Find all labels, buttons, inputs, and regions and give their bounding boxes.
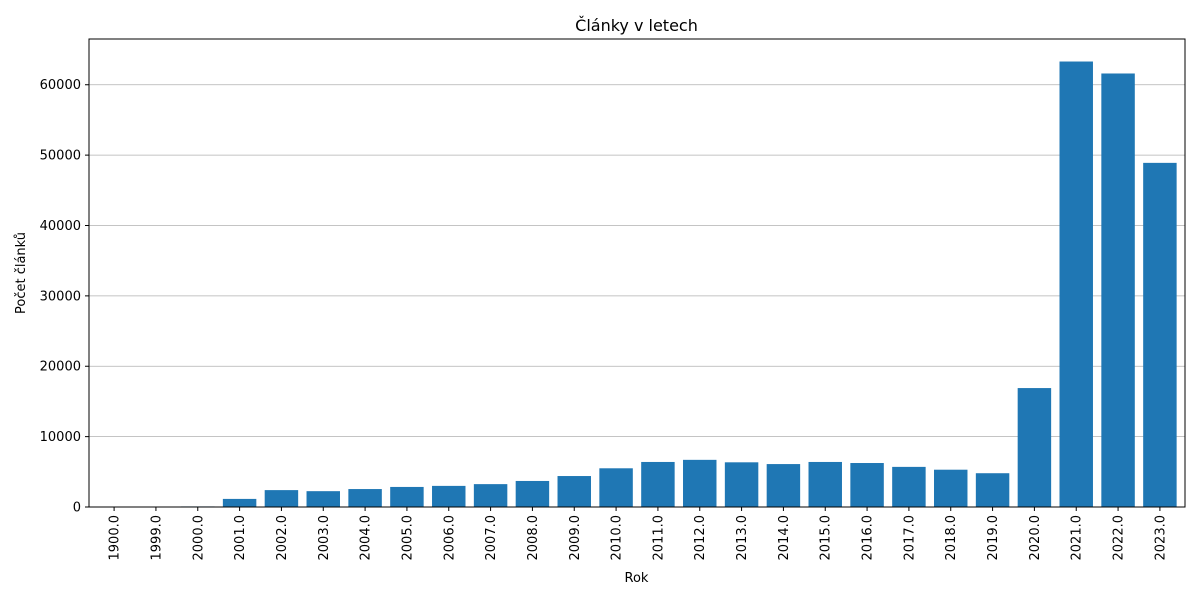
x-tick-label: 2013.0	[735, 515, 750, 561]
bar	[1143, 162, 1177, 508]
bars	[97, 61, 1177, 508]
bar	[473, 484, 508, 507]
x-tick-label: 2012.0	[693, 515, 708, 561]
bar	[1101, 73, 1135, 508]
x-tick-label: 2011.0	[651, 515, 666, 561]
bar	[1017, 388, 1052, 507]
y-axis-ticks: 0 10000 20000 30000 40000 50000 60000	[40, 78, 89, 516]
x-tick-label: 2016.0	[861, 515, 876, 561]
x-tick-label: 2007.0	[484, 515, 499, 561]
bar	[557, 476, 591, 507]
x-tick-label: 2019.0	[986, 515, 1001, 561]
y-tick-label: 10000	[40, 430, 81, 445]
y-tick-label: 40000	[40, 219, 81, 234]
bar	[892, 466, 926, 507]
chart-title: Články v letech	[575, 16, 698, 35]
bar	[599, 468, 633, 507]
bar	[724, 462, 759, 507]
bar	[850, 463, 884, 507]
x-tick-label: 2021.0	[1070, 515, 1085, 561]
x-tick-label: 2015.0	[819, 515, 834, 561]
x-axis-label: Rok	[625, 571, 649, 586]
x-tick-label: 2003.0	[317, 515, 332, 561]
x-tick-label: 2005.0	[400, 515, 415, 561]
x-tick-label: 2010.0	[610, 515, 625, 561]
gridlines	[89, 84, 1185, 508]
bar	[1059, 61, 1093, 508]
x-tick-label: 2023.0	[1153, 515, 1168, 561]
bar	[934, 469, 968, 507]
y-tick-label: 20000	[40, 360, 81, 375]
bar	[264, 490, 299, 507]
y-axis-label: Počet článků	[14, 232, 29, 314]
x-tick-label: 2006.0	[442, 515, 457, 561]
x-tick-label: 2001.0	[233, 515, 248, 561]
x-tick-label: 2017.0	[902, 515, 917, 561]
y-tick-label: 60000	[40, 78, 81, 93]
bar	[222, 498, 257, 507]
bar	[390, 486, 424, 507]
bar	[683, 459, 717, 507]
x-tick-label: 2002.0	[275, 515, 290, 561]
y-tick-label: 50000	[40, 149, 81, 164]
x-tick-label: 1900.0	[108, 515, 123, 561]
bar	[641, 461, 675, 507]
bar	[348, 489, 382, 507]
bar	[766, 464, 801, 507]
x-axis-ticks: 1900.0 1999.0 2000.0 2001.0 2002.0 2003.0 2004…	[108, 507, 1168, 561]
y-tick-label: 0	[73, 501, 81, 516]
y-tick-label: 30000	[40, 289, 81, 304]
x-tick-label: 2014.0	[777, 515, 792, 561]
bar	[306, 491, 340, 507]
bar	[975, 473, 1010, 507]
x-tick-label: 2022.0	[1112, 515, 1127, 561]
bar	[432, 485, 466, 507]
x-tick-label: 2020.0	[1028, 515, 1043, 561]
plot-frame	[88, 38, 1186, 508]
x-tick-label: 1999.0	[149, 515, 164, 561]
bar	[515, 480, 550, 507]
x-tick-label: 2004.0	[359, 515, 374, 561]
x-tick-label: 2008.0	[526, 515, 541, 561]
x-tick-label: 2018.0	[944, 515, 959, 561]
x-tick-label: 2000.0	[191, 515, 206, 561]
bar	[808, 461, 842, 507]
x-tick-label: 2009.0	[568, 515, 583, 561]
